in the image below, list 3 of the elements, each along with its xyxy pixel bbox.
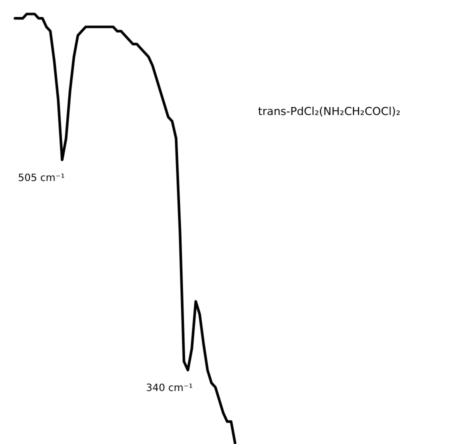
text: trans-PdCl₂(NH₂CH₂COCl)₂: [258, 105, 400, 118]
annotation: 505 cm⁻¹: [18, 173, 65, 184]
annotation: 340 cm⁻¹: [146, 383, 193, 394]
